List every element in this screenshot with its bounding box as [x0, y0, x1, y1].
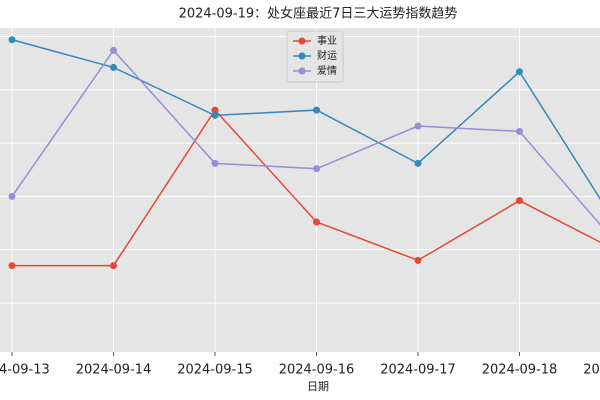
data-point	[211, 111, 219, 119]
legend-marker	[298, 52, 306, 60]
x-tick-label: 2024-09-15	[177, 363, 253, 378]
data-point	[414, 122, 422, 130]
data-point	[516, 127, 523, 135]
x-tick-label: 2024-09-18	[482, 363, 558, 378]
x-tick-label: 2024-09-14	[76, 363, 152, 378]
legend-label: 爱情	[317, 64, 337, 77]
legend-marker	[298, 67, 306, 75]
x-tick-label: 2024-09-13	[0, 363, 50, 378]
data-point	[8, 36, 16, 44]
data-point	[110, 63, 117, 71]
data-point	[211, 106, 219, 114]
x-axis-label: 日期	[307, 380, 329, 393]
data-point	[516, 197, 523, 205]
data-point	[8, 192, 16, 200]
x-tick-label: 2024-09-17	[380, 363, 456, 378]
legend-label: 财运	[317, 49, 337, 62]
data-point	[414, 159, 422, 167]
data-point	[110, 46, 117, 54]
data-point	[414, 256, 422, 264]
data-point	[110, 262, 117, 270]
data-point	[8, 262, 16, 270]
data-point	[211, 159, 219, 167]
x-tick-label: 2024-09-19	[583, 363, 600, 378]
chart-title: 2024-09-19：处女座最近7日三大运势指数趋势	[179, 6, 458, 22]
data-point	[313, 165, 320, 173]
data-point	[313, 106, 320, 114]
data-point	[516, 68, 523, 76]
legend-marker	[298, 37, 306, 45]
x-tick-label: 2024-09-16	[279, 363, 355, 378]
data-point	[313, 218, 320, 226]
legend-label: 事业	[317, 34, 337, 47]
